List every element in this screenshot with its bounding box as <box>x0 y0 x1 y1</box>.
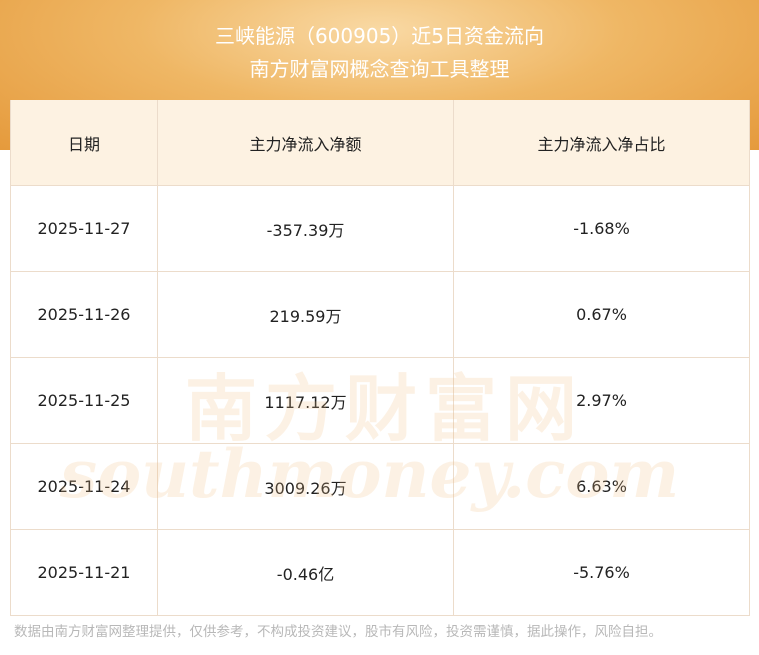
table-cell: 219.59万 <box>157 271 454 358</box>
table-cell: 2025-11-24 <box>10 443 158 530</box>
table-cell: 0.67% <box>453 271 750 358</box>
table-cell: -1.68% <box>453 185 750 272</box>
table-cell: -5.76% <box>453 529 750 616</box>
table-cell: 3009.26万 <box>157 443 454 530</box>
table-row: 2025-11-27 -357.39万 -1.68% <box>10 185 750 272</box>
table-cell: 2025-11-25 <box>10 357 158 444</box>
header-row: 日期 主力净流入净额 主力净流入净占比 <box>10 100 750 186</box>
table-cell: -0.46亿 <box>157 529 454 616</box>
title: 三峡能源（600905）近5日资金流向 <box>214 24 545 48</box>
table-cell: -357.39万 <box>157 185 454 272</box>
table-row: 2025-11-25 1117.12万 2.97% <box>10 357 750 444</box>
table-row: 2025-11-21 -0.46亿 -5.76% <box>10 529 750 616</box>
column-header: 主力净流入净占比 <box>453 100 750 186</box>
table: 日期 主力净流入净额 主力净流入净占比 2025-11-27 -357.39万 -1.6… <box>10 100 750 616</box>
column-header: 主力净流入净额 <box>157 100 454 186</box>
table-cell: 1117.12万 <box>157 357 454 444</box>
table-cell: 6.63% <box>453 443 750 530</box>
table-cell: 2.97% <box>453 357 750 444</box>
table-row: 2025-11-26 219.59万 0.67% <box>10 271 750 358</box>
subtitle: 南方财富网概念查询工具整理 <box>249 57 510 81</box>
table-cell: 2025-11-27 <box>10 185 158 272</box>
table-row: 2025-11-24 3009.26万 6.63% <box>10 443 750 530</box>
table-cell: 2025-11-26 <box>10 271 158 358</box>
footer: 数据由南方财富网整理提供，仅供参考，不构成投资建议，股市有风险，投资需谨慎，据此… <box>14 624 662 640</box>
table-body: 2025-11-27 -357.39万 -1.68% 2025-11-26 219.59… <box>10 185 750 616</box>
table-cell: 2025-11-21 <box>10 529 158 616</box>
column-header: 日期 <box>10 100 158 186</box>
